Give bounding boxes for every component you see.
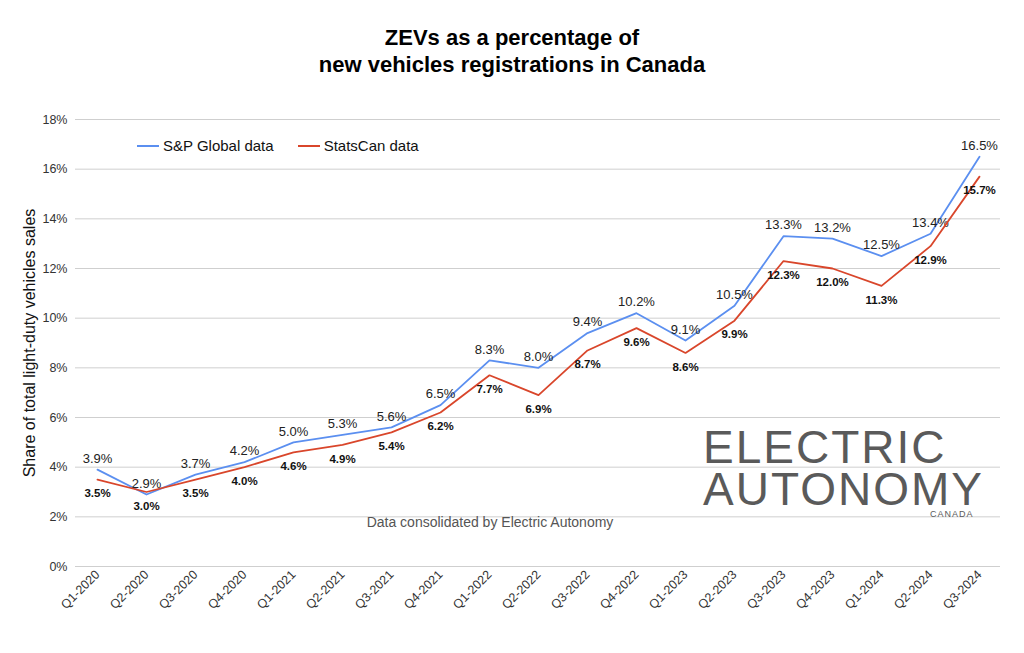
svg-text:Q3-2024: Q3-2024 [940,568,984,612]
svg-text:Q2-2022: Q2-2022 [499,568,543,612]
svg-text:10.5%: 10.5% [716,287,753,302]
svg-text:Q3-2020: Q3-2020 [156,568,200,612]
svg-text:Q4-2021: Q4-2021 [401,568,445,612]
svg-text:Q2-2020: Q2-2020 [107,568,151,612]
svg-text:6.9%: 6.9% [525,403,551,415]
svg-text:11.3%: 11.3% [866,294,898,306]
html-text:AUTONOMY: AUTONOMY [703,463,984,515]
svg-text:0%: 0% [49,560,67,574]
svg-text:4.6%: 4.6% [280,460,306,472]
svg-text:Q1-2024: Q1-2024 [842,568,886,612]
svg-text:Q3-2021: Q3-2021 [352,568,396,612]
svg-text:4.0%: 4.0% [231,475,257,487]
svg-text:18%: 18% [42,113,67,127]
svg-text:6.2%: 6.2% [427,420,453,432]
svg-text:3.0%: 3.0% [133,500,159,512]
svg-text:6%: 6% [49,411,67,425]
svg-text:4%: 4% [49,460,67,474]
svg-text:14%: 14% [42,212,67,226]
svg-text:12.0%: 12.0% [816,276,849,288]
svg-text:8.0%: 8.0% [524,349,554,364]
svg-text:9.9%: 9.9% [721,328,747,340]
svg-text:Q1-2021: Q1-2021 [254,568,298,612]
svg-text:13.2%: 13.2% [814,220,851,235]
svg-text:9.6%: 9.6% [623,336,649,348]
svg-text:5.3%: 5.3% [328,416,358,431]
svg-text:Q4-2023: Q4-2023 [793,568,837,612]
svg-text:2.9%: 2.9% [131,475,162,491]
svg-text:2%: 2% [49,510,67,524]
html-text:Share of total light-duty vehi: Share of total light-duty vehicles sales [21,208,38,477]
html-text:StatsCan data: StatsCan data [323,137,419,154]
svg-text:15.7%: 15.7% [963,184,996,196]
svg-text:6.5%: 6.5% [426,386,456,401]
svg-text:Q2-2023: Q2-2023 [695,568,739,612]
svg-text:12%: 12% [42,262,67,276]
svg-text:Q2-2021: Q2-2021 [303,568,347,612]
svg-text:8.6%: 8.6% [672,361,698,373]
svg-text:4.2%: 4.2% [230,443,260,458]
svg-text:3.5%: 3.5% [84,487,110,499]
svg-text:5.6%: 5.6% [377,409,407,424]
svg-text:4.9%: 4.9% [329,452,355,464]
svg-text:9.4%: 9.4% [573,314,603,329]
svg-text:12.3%: 12.3% [767,269,800,281]
svg-text:9.1%: 9.1% [671,322,701,337]
svg-text:7.7%: 7.7% [476,383,502,395]
html-text:ELECTRIC: ELECTRIC [703,421,947,473]
svg-text:16.5%: 16.5% [961,138,998,153]
svg-text:Q4-2022: Q4-2022 [597,568,641,612]
svg-text:16%: 16% [42,162,67,176]
svg-text:12.9%: 12.9% [914,254,947,266]
svg-text:Q3-2022: Q3-2022 [548,568,592,612]
svg-text:Q3-2023: Q3-2023 [744,568,788,612]
svg-text:Q4-2020: Q4-2020 [205,568,249,612]
svg-text:10%: 10% [42,311,67,325]
svg-text:12.5%: 12.5% [863,237,900,252]
svg-text:5.4%: 5.4% [378,440,404,452]
html-text:CANADA: CANADA [930,509,974,519]
svg-text:10.2%: 10.2% [618,294,655,309]
svg-text:8%: 8% [49,361,67,375]
svg-text:8.3%: 8.3% [475,342,505,357]
svg-text:Q1-2020: Q1-2020 [58,568,102,612]
svg-text:3.5%: 3.5% [182,487,208,499]
svg-text:5.0%: 5.0% [279,423,309,438]
svg-text:13.3%: 13.3% [765,217,802,232]
svg-text:13.4%: 13.4% [912,214,949,230]
html-text:Data consolidated by Electric: Data consolidated by Electric Autonomy [366,514,614,530]
svg-text:Q1-2022: Q1-2022 [450,568,494,612]
html-text:ZEVs as a percentage of new ve: ZEVs as a percentage of new vehicles reg… [318,25,706,77]
svg-text:Q2-2024: Q2-2024 [891,568,935,612]
svg-text:Q1-2023: Q1-2023 [646,568,690,612]
svg-text:3.9%: 3.9% [83,451,113,466]
svg-text:8.7%: 8.7% [574,358,600,370]
html-text:S&P Global data: S&P Global data [163,137,274,154]
svg-text:3.7%: 3.7% [181,456,211,471]
